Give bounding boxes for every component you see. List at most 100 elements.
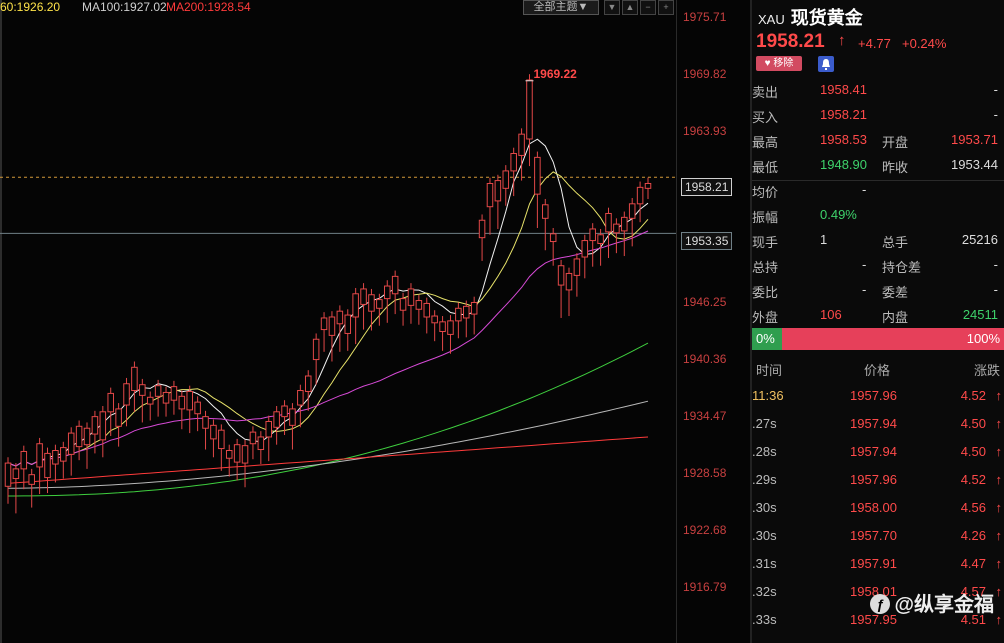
quote-label: 振幅: [752, 210, 779, 225]
candle-up: [115, 408, 122, 427]
arrow-down-icon[interactable]: ▼: [604, 0, 620, 15]
price-tick-label: 1916.79: [683, 580, 727, 594]
header-change: 涨跌: [974, 363, 1001, 378]
candle-up: [549, 233, 557, 243]
candle-up: [376, 299, 383, 309]
candle-up: [202, 416, 209, 429]
up-arrow-icon: ↑: [995, 388, 1003, 403]
ratio-left-label: 0%: [756, 331, 775, 346]
ma100-label: MA100:1927.02: [82, 0, 167, 14]
candle-up: [447, 320, 454, 335]
candle-up: [581, 240, 589, 258]
quote-row: 现手 1 总手 25216: [752, 228, 1004, 252]
tick-change: 4.51: [960, 612, 986, 627]
up-arrow-icon: ↑: [838, 32, 846, 49]
candle-up: [170, 386, 178, 401]
zoom-out-icon[interactable]: −: [640, 0, 656, 15]
candle-up: [249, 431, 257, 445]
candlestick-chart[interactable]: 1969.22: [0, 0, 676, 643]
up-arrow-icon: ↑: [995, 416, 1003, 431]
candle-up: [542, 204, 549, 219]
price-axis: 1975.711969.821963.931958.031952.141946.…: [676, 0, 751, 643]
candle-up: [518, 133, 525, 156]
candle-up: [241, 445, 249, 464]
header-time: 时间: [756, 363, 783, 378]
theme-dropdown[interactable]: 全部主题▼: [523, 0, 599, 15]
candle-up: [423, 302, 431, 318]
high-annotation: 1969.22: [533, 67, 577, 81]
quote-label: 卖出: [752, 85, 779, 100]
candle-up: [28, 474, 35, 485]
tick-price: 1957.94: [850, 416, 897, 431]
quote-row: 卖出 1958.41 -: [752, 78, 1004, 102]
candle-up: [486, 182, 494, 208]
tick-price: 1958.00: [850, 500, 897, 515]
quote-value-2: -: [993, 282, 998, 297]
candle-up: [534, 156, 541, 195]
candle-up: [257, 436, 265, 451]
candle-up: [455, 307, 462, 322]
tick-row: .29s 1957.96 4.52 ↑: [752, 466, 1004, 494]
quote-label: 买入: [752, 110, 779, 125]
ratio-green-fill: [752, 328, 782, 350]
quote-value-2: 25216: [961, 232, 998, 247]
tick-time: .32s: [752, 584, 777, 599]
ma100-line: [8, 400, 649, 489]
candle-up: [621, 216, 628, 232]
up-arrow-icon: ↑: [995, 556, 1003, 571]
arrow-up-icon[interactable]: ▲: [622, 0, 638, 15]
price-tick-label: 1975.71: [683, 10, 727, 24]
candle-up: [573, 258, 581, 276]
candle-up: [628, 203, 636, 219]
tick-change: 4.57: [960, 584, 986, 599]
price-tick-label: 1963.93: [683, 123, 727, 138]
quote-label: 最高: [752, 135, 779, 150]
quote-value-2: 1953.71: [951, 132, 998, 147]
quote-label: 最低: [752, 160, 779, 175]
candle-up: [91, 416, 99, 435]
candle-up: [12, 468, 20, 480]
quote-row: 买入 1958.21 -: [752, 103, 1004, 127]
bell-icon[interactable]: [818, 56, 834, 72]
remove-watchlist-button[interactable]: ♥ 移除: [756, 56, 802, 71]
candle-up: [186, 390, 193, 411]
quote-label: 委比: [752, 285, 779, 300]
quote-value: 1958.53: [820, 132, 867, 147]
tick-time: .30s: [752, 528, 777, 543]
tick-change: 4.52: [960, 472, 986, 487]
ma10-line: [7, 171, 649, 467]
quote-label: 总持: [752, 260, 779, 275]
zoom-in-icon[interactable]: +: [658, 0, 674, 15]
quote-label-2: 开盘: [882, 135, 909, 150]
candle-up: [463, 305, 470, 319]
candle-up: [52, 449, 59, 465]
candle-up: [154, 385, 162, 397]
up-arrow-icon: ↑: [995, 612, 1003, 627]
candle-up: [494, 180, 502, 202]
ratio-right-label: 100%: [966, 331, 1000, 346]
price-tick-label: 1922.68: [683, 523, 727, 538]
quote-label: 外盘: [752, 310, 779, 325]
tick-row: 11:36 1957.96 4.52 ↑: [752, 382, 1004, 410]
chart-area[interactable]: 1969.22 60:1926.20 MA100:1927.02 MA200:1…: [0, 0, 750, 643]
up-arrow-icon: ↑: [995, 444, 1003, 459]
quote-value: 1948.90: [820, 157, 867, 172]
up-arrow-icon: ↑: [995, 500, 1003, 515]
candle-up: [304, 375, 312, 392]
candle-up: [502, 170, 510, 189]
candle-up: [225, 449, 233, 459]
price-tick-label: 1934.47: [683, 408, 727, 423]
last-price: 1958.21: [756, 31, 825, 52]
header-price: 价格: [864, 363, 891, 378]
candle-up: [218, 429, 225, 450]
candle-up: [178, 395, 186, 410]
quote-value-2: 24511: [962, 307, 998, 322]
up-arrow-icon: ↑: [995, 584, 1003, 599]
quote-value-2: -: [993, 257, 998, 272]
candle-up: [383, 285, 391, 300]
symbol-code: XAU: [758, 12, 785, 27]
tick-time: 11:36: [752, 388, 784, 403]
up-arrow-icon: ↑: [995, 472, 1003, 487]
tick-time: .30s: [752, 500, 777, 515]
candle-up: [526, 79, 533, 140]
